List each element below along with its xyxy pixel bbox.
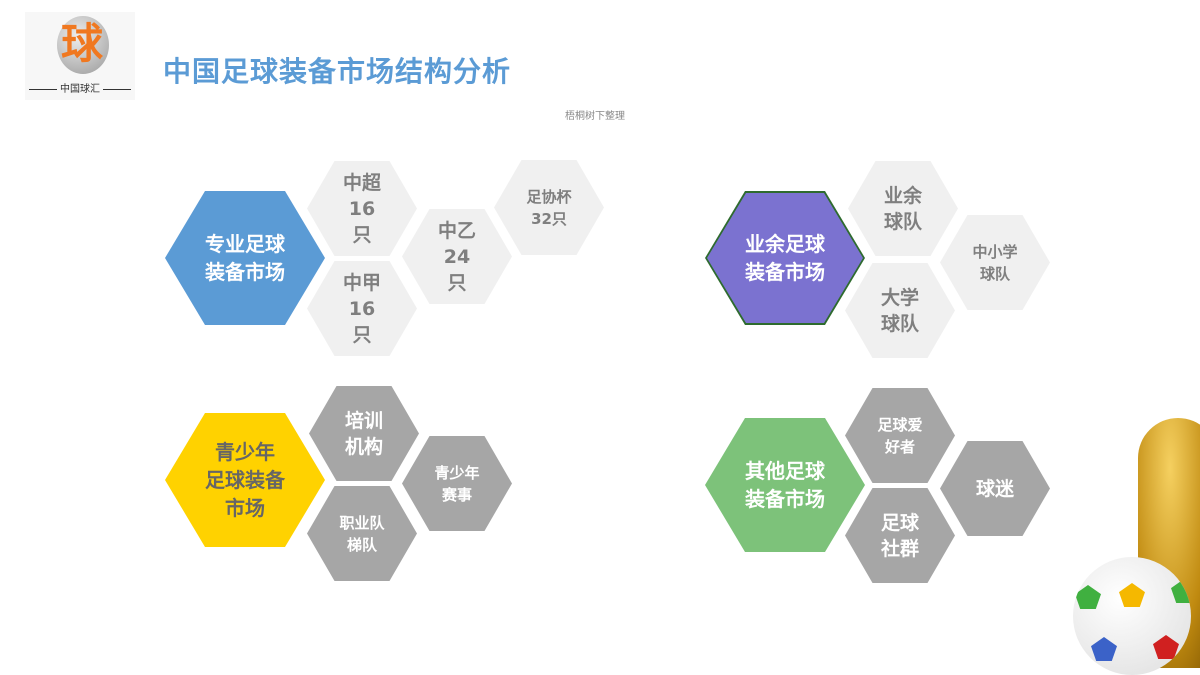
hex-label: 中甲16只 [342, 271, 381, 346]
hex-label: 大学球队 [880, 286, 919, 335]
hex-label: 足球爱好者 [877, 415, 923, 456]
hex-label: 中超16只 [342, 171, 381, 246]
hex-university-teams: 大学球队 [845, 263, 955, 358]
hex-label: 足球社群 [880, 511, 919, 560]
hex-enthusiasts: 足球爱好者 [845, 388, 955, 483]
hex-league-one: 中甲16只 [307, 261, 417, 356]
hex-csl: 中超16只 [307, 161, 417, 256]
hex-label: 中乙24只 [437, 219, 476, 294]
hex-other-market: 其他足球 装备市场 [705, 418, 865, 552]
soccer-ball-image [1073, 557, 1191, 675]
hex-youth-market: 青少年 足球装备 市场 [165, 413, 325, 547]
hex-label: 青少年赛事 [434, 463, 480, 504]
logo-text: 中国球汇 [25, 80, 135, 95]
page-title: 中国足球装备市场结构分析 [163, 55, 512, 88]
hex-league-two: 中乙24只 [402, 209, 512, 304]
hex-label: 球迷 [975, 477, 1014, 500]
hex-pro-youth-teams: 职业队梯队 [307, 486, 417, 581]
logo-ball-icon: 球 [57, 16, 109, 74]
hex-amateur-market-fill: 业余足球 装备市场 [707, 193, 863, 323]
hex-school-teams: 中小学球队 [940, 215, 1050, 310]
hex-fa-cup: 足协杯32只 [494, 160, 604, 255]
hex-professional-market: 专业足球 装备市场 [165, 191, 325, 325]
hex-label: 足协杯32只 [526, 187, 572, 228]
hex-communities: 足球社群 [845, 488, 955, 583]
hex-label: 培训机构 [344, 409, 383, 458]
hex-fans: 球迷 [940, 441, 1050, 536]
page-subtitle: 梧桐树下整理 [565, 111, 625, 122]
hex-youth-events: 青少年赛事 [402, 436, 512, 531]
hex-amateur-teams: 业余球队 [848, 161, 958, 256]
hex-label: 职业队梯队 [339, 513, 385, 554]
logo: 球 中国球汇 [25, 12, 135, 100]
hex-training: 培训机构 [309, 386, 419, 481]
hex-label: 业余球队 [883, 184, 922, 233]
hex-label: 中小学球队 [972, 242, 1018, 283]
